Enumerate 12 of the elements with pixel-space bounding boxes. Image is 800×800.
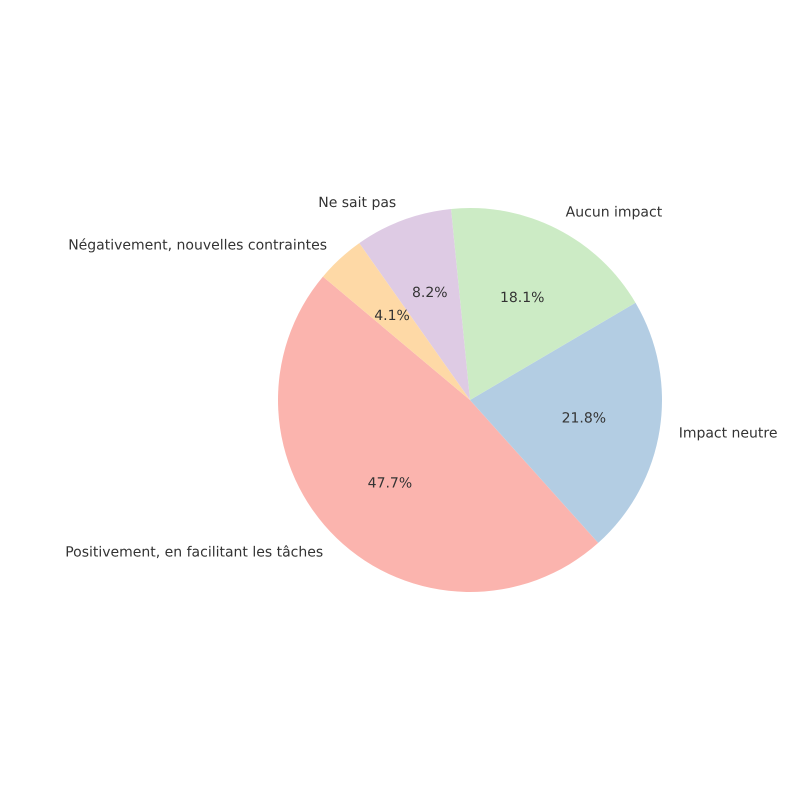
- slice-label: Aucun impact: [566, 204, 663, 221]
- data-label: 18.1%: [500, 290, 544, 306]
- slice-label: Impact neutre: [678, 425, 778, 442]
- data-label: 21.8%: [562, 410, 606, 427]
- data-label: 4.1%: [374, 308, 410, 324]
- slice-label: Ne sait pas: [318, 195, 396, 212]
- pie-slice: [470, 302, 662, 543]
- data-label: 47.7%: [368, 476, 412, 492]
- data-label: 8.2%: [412, 284, 448, 301]
- slice-label: Positivement, en facilitant les tâches: [65, 544, 324, 561]
- slice-label: Négativement, nouvelles contraintes: [68, 237, 328, 254]
- pie-slice: [359, 208, 470, 400]
